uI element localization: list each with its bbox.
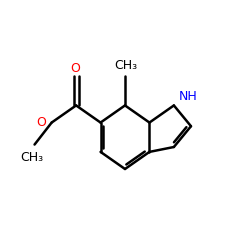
Text: NH: NH [178,90,197,104]
Text: O: O [70,62,80,75]
Text: CH₃: CH₃ [115,59,138,72]
Text: O: O [36,116,46,128]
Text: CH₃: CH₃ [20,151,44,164]
